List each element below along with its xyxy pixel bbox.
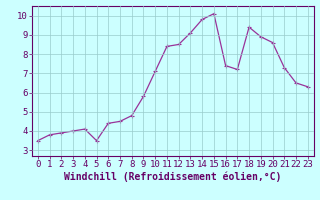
X-axis label: Windchill (Refroidissement éolien,°C): Windchill (Refroidissement éolien,°C) — [64, 172, 282, 182]
